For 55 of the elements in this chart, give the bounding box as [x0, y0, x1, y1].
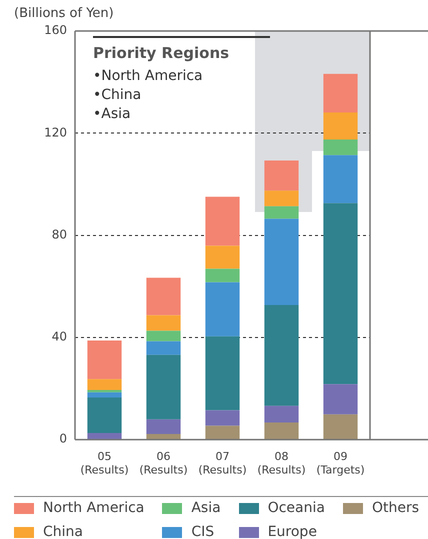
bar — [264, 218, 299, 306]
bar — [87, 397, 122, 433]
y-tick-label: 160 — [44, 23, 67, 38]
bar — [323, 203, 358, 384]
bar — [146, 341, 181, 355]
bar — [264, 422, 299, 440]
legend-label: China — [42, 523, 84, 539]
bar — [146, 419, 181, 434]
x-tick-label: 06 (Results) — [139, 450, 188, 476]
bar — [205, 196, 240, 246]
bar — [323, 112, 358, 140]
bar — [205, 336, 240, 410]
legend-label: Oceania — [266, 499, 325, 518]
annotation: •Asia — [93, 105, 132, 124]
bar — [323, 74, 358, 112]
legend-label: North America — [42, 499, 144, 518]
legend-label: Europe — [266, 523, 318, 539]
legend-label: CIS — [190, 523, 216, 539]
bar — [146, 278, 181, 316]
bar — [87, 392, 122, 398]
bar — [205, 246, 240, 269]
bar — [264, 206, 299, 219]
legend-label: Asia — [190, 499, 221, 518]
bar — [87, 340, 122, 380]
x-tick-label: 09 (Targets) — [316, 450, 365, 476]
y-axis-title: (Billions of Yen) — [14, 6, 114, 21]
bar — [323, 140, 358, 156]
bar — [264, 305, 299, 406]
x-tick-label: 07 (Results) — [198, 450, 247, 476]
y-tick-label: 0 — [59, 432, 67, 446]
bar — [205, 282, 240, 336]
annotation: •China — [93, 86, 142, 105]
bar — [87, 432, 122, 440]
bar — [264, 406, 299, 422]
bar — [146, 330, 181, 342]
y-tick-label: 120 — [44, 125, 67, 140]
bar — [205, 410, 240, 426]
y-tick-label: 40 — [52, 330, 67, 344]
bar — [146, 434, 181, 440]
bar — [146, 315, 181, 331]
bar — [87, 379, 122, 390]
bar — [264, 160, 299, 191]
bar — [323, 155, 358, 204]
bar — [323, 384, 358, 414]
annotation: •North America — [93, 67, 204, 86]
annotation: Priority Regions — [93, 44, 230, 63]
bar — [323, 414, 358, 440]
legend-label: Others — [370, 499, 420, 518]
bar — [146, 354, 181, 420]
y-tick-label: 80 — [52, 227, 67, 242]
x-tick-label: 08 (Results) — [257, 450, 306, 476]
bar — [205, 426, 240, 440]
x-tick-label: 05 (Results) — [80, 450, 129, 476]
bar — [205, 268, 240, 282]
bar — [264, 190, 299, 206]
